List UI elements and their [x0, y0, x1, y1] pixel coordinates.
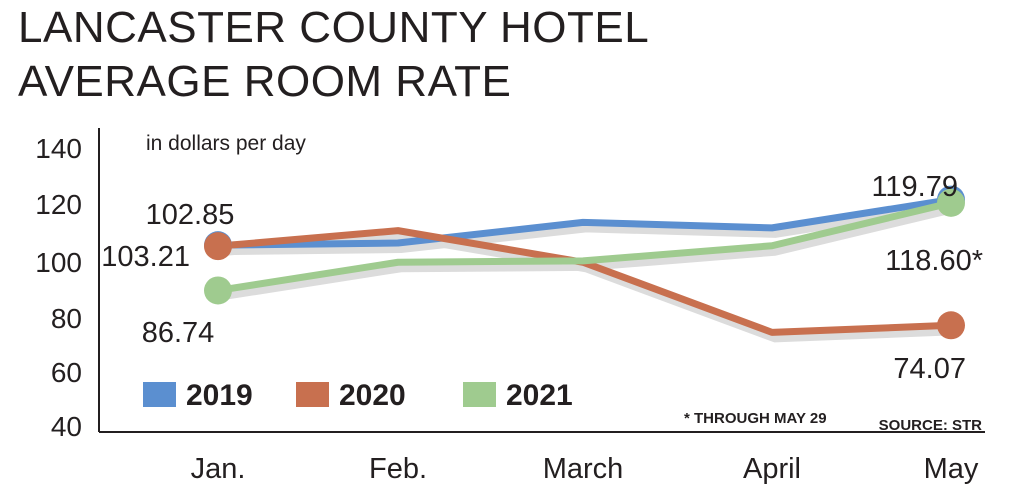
legend-label-2020: 2020: [339, 379, 406, 412]
unit-label: in dollars per day: [146, 132, 306, 155]
series-2021-point-marker: [937, 188, 965, 217]
y-tick-label: 40: [51, 411, 82, 442]
y-tick-label: 140: [35, 133, 82, 164]
legend-swatch-2019: [143, 382, 176, 407]
x-tick-label: Feb.: [369, 453, 427, 485]
legend-label-2019: 2019: [186, 379, 253, 412]
legend-swatch-2021: [463, 382, 496, 407]
x-tick-label: May: [924, 453, 979, 485]
series-2021-point-marker: [204, 276, 232, 305]
series-2019-shadow: [217, 201, 958, 256]
x-tick-label: March: [543, 453, 624, 485]
series-2021-line: [214, 199, 955, 294]
data-label: 74.07: [893, 353, 966, 385]
y-tick-label: 60: [51, 357, 82, 388]
y-tick-label: 100: [35, 247, 82, 278]
series-2019-line: [214, 196, 955, 249]
footnote: * THROUGH MAY 29: [684, 410, 827, 427]
y-tick-label: 80: [51, 303, 82, 334]
chart-title-line-2: AVERAGE ROOM RATE: [18, 57, 512, 106]
legend-label-2021: 2021: [506, 379, 573, 412]
data-label: 119.79: [871, 171, 958, 203]
source-note: SOURCE: STR: [879, 417, 983, 434]
legend-swatch-2020: [296, 382, 329, 407]
data-label: 86.74: [142, 317, 215, 349]
chart-title-line-1: LANCASTER COUNTY HOTEL: [18, 3, 650, 52]
series-2020-point-marker: [937, 311, 965, 340]
data-label: 118.60*: [885, 245, 983, 277]
series-2020-point-marker: [204, 232, 232, 261]
data-label: 103.21: [101, 241, 190, 273]
y-tick-label: 120: [35, 189, 82, 220]
x-tick-label: Jan.: [191, 453, 246, 485]
data-label: 102.85: [146, 199, 235, 231]
x-tick-label: April: [743, 453, 801, 485]
